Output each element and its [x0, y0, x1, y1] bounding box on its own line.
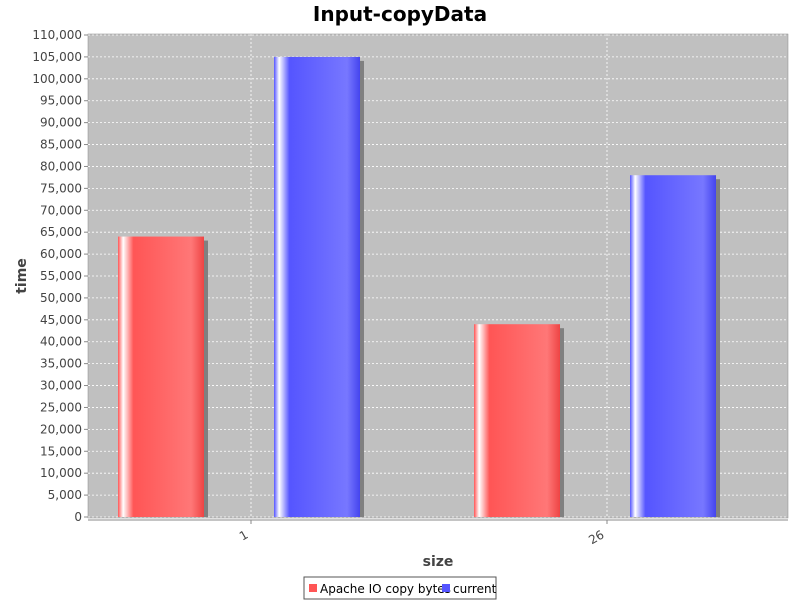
y-tick-label: 15,000 — [40, 444, 82, 458]
chart-title: Input-copyData — [313, 2, 487, 26]
y-tick-label: 60,000 — [40, 247, 82, 261]
y-tick-label: 10,000 — [40, 466, 82, 480]
bars — [118, 56, 720, 518]
y-tick-label: 55,000 — [40, 269, 82, 283]
y-tick-label: 110,000 — [32, 28, 82, 42]
legend-swatch — [442, 584, 450, 592]
x-axis-label: size — [423, 554, 454, 570]
y-tick-label: 70,000 — [40, 203, 82, 217]
y-tick-label: 25,000 — [40, 400, 82, 414]
legend-label: current — [453, 582, 497, 596]
legend-label: Apache IO copy bytes — [320, 582, 451, 596]
x-tick-label: 1 — [237, 527, 251, 543]
y-tick-label: 5,000 — [48, 488, 82, 502]
legend-box — [303, 576, 497, 600]
bar-apache-io-copy-bytes-1 — [118, 236, 204, 517]
y-tick-label: 50,000 — [40, 291, 82, 305]
y-tick-label: 100,000 — [32, 72, 82, 86]
legend-swatch — [309, 584, 317, 592]
x-axis: 1 26 — [237, 520, 608, 547]
y-tick-label: 35,000 — [40, 357, 82, 371]
y-axis-label: time — [14, 258, 30, 294]
y-tick-label: 20,000 — [40, 422, 82, 436]
x-tick-label: 26 — [586, 527, 606, 547]
y-tick-label: 45,000 — [40, 313, 82, 327]
y-tick-label: 90,000 — [40, 116, 82, 130]
legend: Apache IO copy bytes current — [303, 576, 497, 600]
y-tick-label: 75,000 — [40, 181, 82, 195]
y-tick-label: 95,000 — [40, 94, 82, 108]
bar-current-1 — [274, 56, 360, 518]
y-tick-label: 40,000 — [40, 335, 82, 349]
bar-apache-io-copy-bytes-26 — [474, 324, 560, 517]
y-tick-label: 80,000 — [40, 159, 82, 173]
y-tick-label: 85,000 — [40, 138, 82, 152]
bar-current-26 — [630, 175, 716, 517]
y-axis: 0 5,000 10,000 15,000 20,000 25,000 30,000 35,0… — [32, 28, 88, 524]
y-tick-label: 0 — [74, 510, 82, 524]
y-tick-label: 30,000 — [40, 379, 82, 393]
y-tick-label: 65,000 — [40, 225, 82, 239]
y-tick-label: 105,000 — [32, 50, 82, 64]
